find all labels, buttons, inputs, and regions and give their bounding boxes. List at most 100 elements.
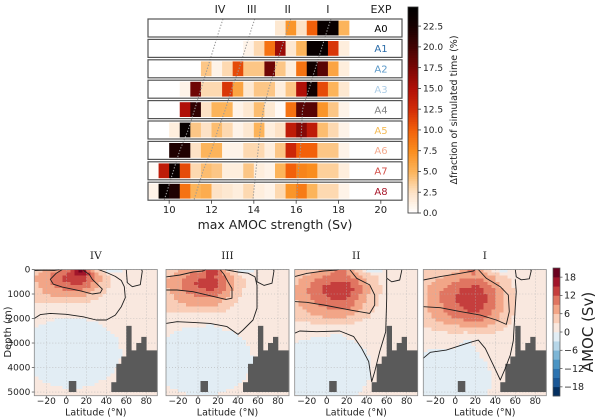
field-cell (435, 318, 440, 322)
field-cell (82, 294, 87, 298)
field-cell (382, 318, 388, 322)
field-cell (202, 370, 207, 374)
field-cell (382, 278, 388, 283)
field-cell (358, 336, 364, 341)
field-cell (90, 294, 95, 298)
topography (200, 325, 290, 393)
field-cell (70, 294, 75, 298)
field-cell (182, 287, 187, 292)
field-cell (94, 306, 99, 310)
colorbar-swatch (408, 160, 418, 164)
field-cell (322, 284, 328, 289)
field-cell (330, 330, 336, 335)
field-cell (294, 346, 300, 350)
field-cell (94, 361, 99, 365)
x-tick-label: 40 (361, 397, 373, 407)
field-cell (270, 287, 275, 292)
field-cell (226, 382, 231, 387)
field-cell (427, 364, 432, 368)
field-cell (390, 339, 396, 344)
field-cell (46, 392, 51, 396)
field-cell (34, 272, 39, 276)
field-cell (78, 382, 83, 387)
field-cell (330, 315, 336, 319)
field-cell (146, 287, 151, 292)
field-cell (326, 275, 332, 280)
field-cell (394, 275, 400, 280)
x-tick-label: 80 (272, 397, 284, 407)
field-cell (306, 294, 312, 298)
field-cell (46, 306, 51, 310)
field-cell (471, 290, 476, 295)
field-cell (174, 352, 179, 356)
field-cell (298, 290, 304, 295)
field-cell (110, 352, 115, 356)
field-cell (463, 318, 468, 322)
field-cell (451, 278, 456, 283)
field-cell (362, 333, 368, 338)
field-cell (338, 318, 344, 322)
field-cell (58, 315, 63, 319)
field-cell (338, 382, 344, 387)
field-cell (350, 330, 356, 335)
field-cell (342, 373, 348, 378)
field-cell (170, 315, 175, 319)
field-cell (318, 278, 324, 283)
field-cell (366, 392, 372, 396)
heatmap-cell (306, 41, 318, 56)
field-cell (318, 321, 324, 325)
field-cell (170, 388, 175, 393)
field-cell (254, 318, 259, 322)
field-cell (210, 373, 215, 378)
field-cell (338, 379, 344, 384)
field-cell (298, 373, 304, 378)
field-cell (443, 339, 448, 344)
field-cell (402, 327, 408, 332)
field-cell (314, 346, 320, 350)
field-cell (298, 367, 304, 371)
field-cell (366, 294, 372, 298)
field-cell (270, 318, 275, 322)
field-cell (166, 364, 171, 368)
field-cell (459, 336, 464, 341)
field-cell (326, 297, 332, 301)
field-cell (394, 339, 400, 344)
field-cell (94, 346, 99, 350)
field-cell (242, 352, 247, 356)
field-cell (206, 315, 211, 319)
field-cell (74, 318, 79, 322)
field-cell (342, 355, 348, 359)
field-cell (427, 361, 432, 365)
field-cell (98, 272, 103, 276)
field-cell (306, 272, 312, 276)
field-cell (86, 339, 91, 344)
field-cell (443, 333, 448, 338)
field-cell (455, 358, 460, 362)
field-cell (118, 297, 123, 301)
field-cell (262, 300, 267, 304)
field-cell (126, 300, 131, 304)
field-cell (435, 388, 440, 393)
field-cell (178, 333, 183, 338)
field-cell (427, 333, 432, 338)
field-cell (242, 373, 247, 378)
field-cell (190, 379, 195, 384)
topography-step (131, 350, 137, 393)
field-cell (342, 370, 348, 374)
field-cell (431, 294, 436, 298)
field-cell (242, 392, 247, 396)
field-cell (178, 346, 183, 350)
field-cell (406, 275, 412, 280)
regime-label: IV (215, 3, 226, 16)
field-cell (94, 272, 99, 276)
field-cell (82, 349, 87, 353)
field-cell (182, 324, 187, 329)
colorbar-swatch (408, 66, 418, 70)
colorbar-swatch (408, 45, 418, 49)
field-cell (74, 303, 79, 307)
field-cell (467, 303, 472, 307)
field-cell (134, 300, 139, 304)
field-cell (443, 269, 448, 273)
field-cell (354, 388, 360, 393)
field-cell (398, 300, 404, 304)
